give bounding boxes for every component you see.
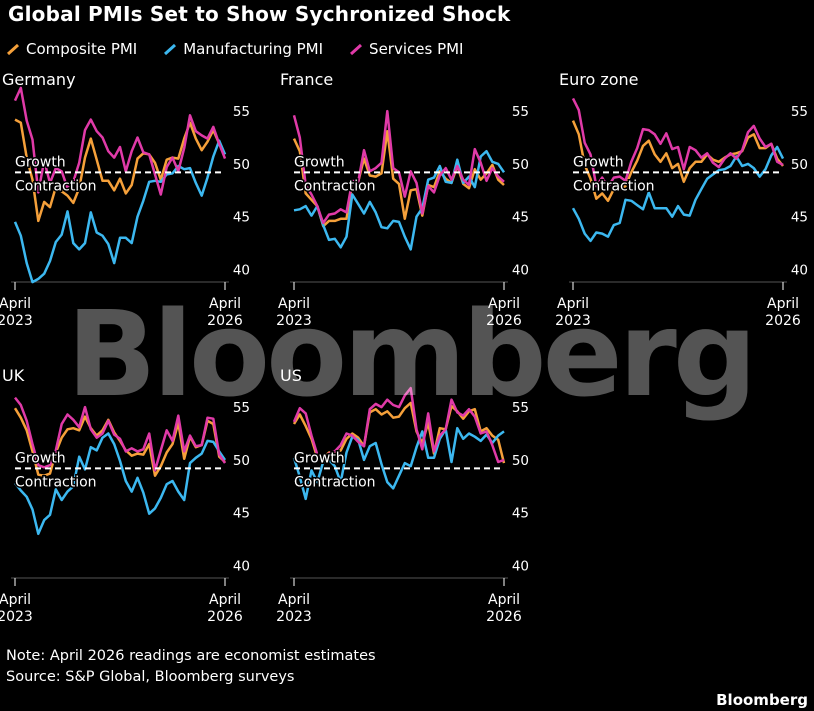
growth-label: Growth <box>294 450 345 466</box>
y-tick-label: 45 <box>233 506 250 522</box>
series-line-manufacturing-pmi <box>14 432 227 536</box>
legend-label-composite: Composite PMI <box>26 40 138 58</box>
growth-label: Growth <box>573 154 624 170</box>
legend-swatch-services-icon <box>350 43 363 56</box>
y-tick-label: 45 <box>791 210 808 226</box>
y-tick-label: 40 <box>233 558 250 574</box>
y-tick-label: 40 <box>791 262 808 278</box>
panel-title-uk: UK <box>2 366 25 385</box>
series-line-services-pmi <box>571 97 784 189</box>
x-tick-label-month: April <box>278 296 310 312</box>
series-line-manufacturing-pmi <box>292 426 505 501</box>
x-tick-label-year: 2023 <box>0 609 33 625</box>
x-tick-label-month: April <box>557 296 589 312</box>
x-tick-label-month: April <box>0 296 31 312</box>
y-tick-label: 45 <box>512 210 529 226</box>
x-tick-label-month: April <box>0 592 31 608</box>
series-line-services-pmi <box>14 396 227 472</box>
x-tick-label-year: 2026 <box>207 313 243 329</box>
x-tick-label-month: April <box>209 592 241 608</box>
x-tick-label-month: April <box>488 296 520 312</box>
y-tick-label: 40 <box>233 262 250 278</box>
series-line-manufacturing-pmi <box>13 139 227 284</box>
x-tick-label-month: April <box>767 296 799 312</box>
x-tick-label-month: April <box>209 296 241 312</box>
legend: Composite PMI Manufacturing PMI Services… <box>6 40 463 58</box>
growth-label: Growth <box>15 154 66 170</box>
y-tick-label: 50 <box>791 157 808 173</box>
legend-swatch-services-line <box>350 43 363 56</box>
legend-label-services: Services PMI <box>369 40 464 58</box>
contraction-label: Contraction <box>294 474 376 490</box>
panel-title-us: US <box>280 366 302 385</box>
series-line-manufacturing-pmi <box>293 149 506 251</box>
panel-title-germany: Germany <box>2 70 76 89</box>
chart-title: Global PMIs Set to Show Sychronized Shoc… <box>8 2 511 26</box>
y-tick-label: 40 <box>512 262 529 278</box>
series-line-manufacturing-pmi <box>571 145 785 243</box>
growth-label: Growth <box>294 154 345 170</box>
contraction-label: Contraction <box>15 474 97 490</box>
growth-label: Growth <box>15 450 66 466</box>
source-text: Source: S&P Global, Bloomberg surveys <box>6 669 295 685</box>
contraction-label: Contraction <box>15 178 97 194</box>
legend-item-composite: Composite PMI <box>6 40 137 58</box>
x-tick-label-year: 2026 <box>207 609 243 625</box>
x-tick-label-year: 2026 <box>486 609 522 625</box>
y-tick-label: 45 <box>233 210 250 226</box>
y-tick-label: 55 <box>233 400 250 416</box>
y-tick-label: 50 <box>512 453 529 469</box>
y-tick-label: 40 <box>512 558 529 574</box>
y-tick-label: 55 <box>791 104 808 120</box>
legend-swatch-manufacturing-icon <box>164 43 177 56</box>
legend-swatch-manufacturing-line <box>164 43 177 56</box>
x-tick-label-year: 2023 <box>555 313 591 329</box>
series-line-services-pmi <box>292 386 505 464</box>
series-line-services-pmi <box>13 86 227 196</box>
y-tick-label: 50 <box>512 157 529 173</box>
x-tick-label-month: April <box>278 592 310 608</box>
legend-label-manufacturing: Manufacturing PMI <box>183 40 324 58</box>
x-tick-label-year: 2023 <box>276 609 312 625</box>
x-tick-label-year: 2026 <box>765 313 801 329</box>
x-tick-label-year: 2023 <box>0 313 33 329</box>
brand-logo: Bloomberg <box>716 691 808 709</box>
y-tick-label: 50 <box>233 453 250 469</box>
y-tick-label: 55 <box>233 104 250 120</box>
panel-title-france: France <box>280 70 333 89</box>
contraction-label: Contraction <box>573 178 655 194</box>
x-tick-label-year: 2023 <box>276 313 312 329</box>
legend-swatch-composite-line <box>6 43 20 56</box>
panel-title-eurozone: Euro zone <box>559 70 639 89</box>
y-tick-label: 55 <box>512 104 529 120</box>
contraction-label: Contraction <box>294 178 376 194</box>
note-text: Note: April 2026 readings are economist … <box>6 648 376 664</box>
legend-swatch-composite-icon <box>6 43 20 56</box>
series-line-composite-pmi <box>292 129 505 228</box>
series-line-composite-pmi <box>571 120 784 203</box>
legend-item-services: Services PMI <box>349 40 463 58</box>
series-line-composite-pmi <box>14 118 227 223</box>
x-tick-label-month: April <box>488 592 520 608</box>
y-tick-label: 45 <box>512 506 529 522</box>
y-tick-label: 50 <box>233 157 250 173</box>
y-tick-label: 55 <box>512 400 529 416</box>
x-tick-label-year: 2026 <box>486 313 522 329</box>
legend-item-manufacturing: Manufacturing PMI <box>163 40 323 58</box>
